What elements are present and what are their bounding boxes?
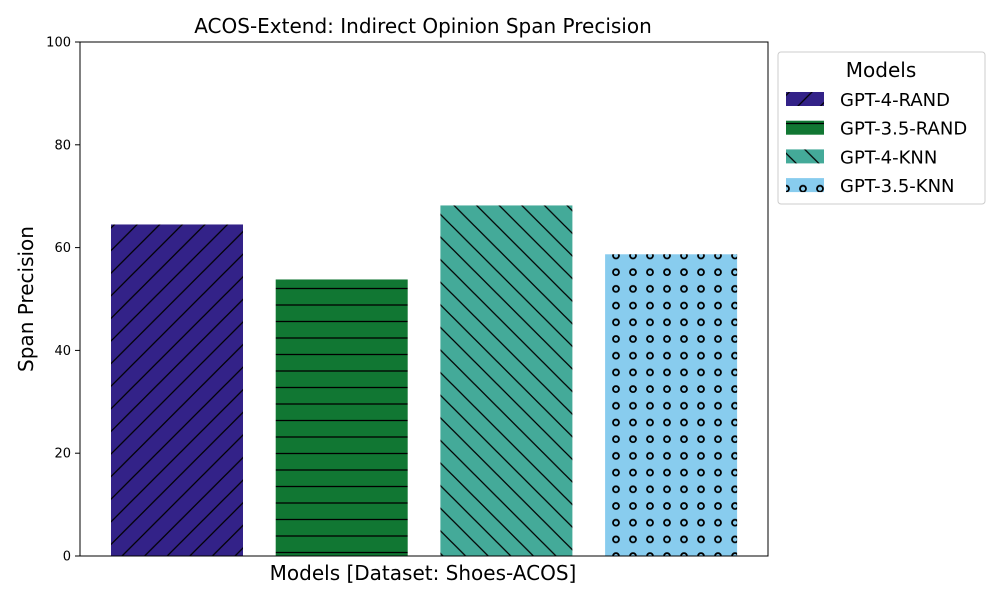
y-axis: 0 20 40 60 80 100 bbox=[46, 36, 80, 565]
bar-gpt-4-rand bbox=[111, 224, 243, 556]
chart-title: ACOS-Extend: Indirect Opinion Span Preci… bbox=[194, 14, 652, 38]
bar-gpt-3-5-rand bbox=[275, 279, 408, 556]
y-tick-label: 0 bbox=[63, 550, 71, 565]
legend-swatch-gpt-3-5-rand bbox=[786, 120, 824, 135]
legend-label: GPT-3.5-RAND bbox=[840, 119, 967, 140]
x-axis-label: Models [Dataset: Shoes-ACOS] bbox=[270, 561, 577, 585]
legend-swatch-gpt-3-5-knn bbox=[786, 178, 824, 193]
legend-swatch-gpt-4-rand bbox=[786, 92, 824, 106]
y-tick-label: 60 bbox=[54, 241, 71, 256]
y-axis-label: Span Precision bbox=[14, 226, 38, 372]
legend-title: Models bbox=[846, 58, 916, 82]
bars-layer bbox=[111, 205, 738, 557]
bar-gpt-3-5-knn bbox=[605, 254, 738, 557]
y-tick-label: 80 bbox=[54, 138, 71, 153]
y-tick-label: 100 bbox=[46, 36, 71, 51]
legend-box bbox=[777, 51, 986, 205]
y-tick-label: 40 bbox=[54, 344, 71, 359]
legend-swatch-gpt-4-knn bbox=[786, 149, 824, 164]
y-tick-label: 20 bbox=[54, 447, 71, 462]
legend-label: GPT-4-RAND bbox=[840, 90, 950, 111]
bar-gpt-4-knn bbox=[440, 205, 573, 556]
legend-label: GPT-3.5-KNN bbox=[840, 176, 955, 197]
plot-frame bbox=[79, 41, 769, 557]
legend-label: GPT-4-KNN bbox=[840, 147, 937, 168]
legend: Models GPT-4-RAND GPT-3.5-RAND GPT-4-KNN GP… bbox=[777, 51, 986, 205]
